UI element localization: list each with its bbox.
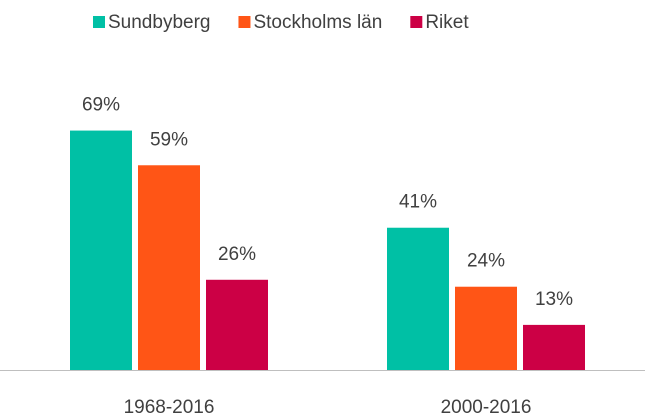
- data-label: 59%: [150, 129, 188, 150]
- legend-swatch: [410, 16, 423, 28]
- legend-label: Stockholms län: [253, 12, 382, 33]
- data-label: 69%: [82, 95, 120, 116]
- bar: [138, 165, 200, 370]
- bar: [206, 279, 268, 370]
- data-label: 13%: [535, 289, 573, 310]
- x-tick-label: 2000-2016: [441, 397, 532, 418]
- x-tick-label: 1968-2016: [124, 397, 215, 418]
- legend-swatch: [238, 16, 251, 28]
- data-label: 24%: [467, 251, 505, 272]
- bar: [523, 324, 585, 370]
- legend-label: Sundbyberg: [108, 12, 210, 33]
- data-label: 26%: [218, 244, 256, 265]
- legend-label: Riket: [425, 12, 469, 33]
- data-label: 41%: [399, 192, 437, 213]
- bar: [70, 130, 132, 370]
- bar: [387, 227, 449, 370]
- legend-swatch: [93, 16, 105, 28]
- bar: [455, 286, 517, 370]
